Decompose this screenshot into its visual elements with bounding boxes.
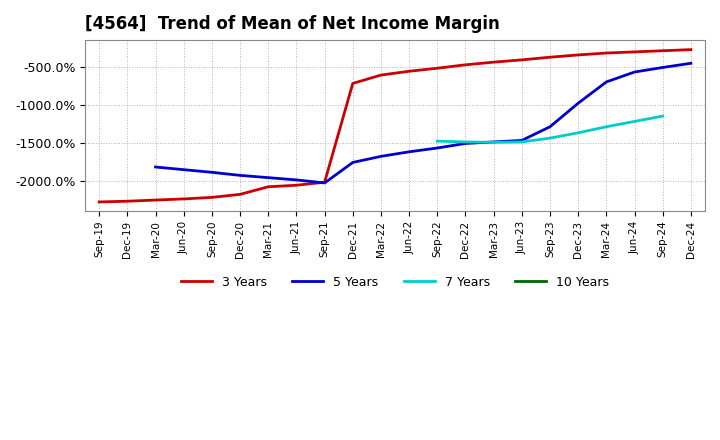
Legend: 3 Years, 5 Years, 7 Years, 10 Years: 3 Years, 5 Years, 7 Years, 10 Years xyxy=(176,271,614,294)
Text: [4564]  Trend of Mean of Net Income Margin: [4564] Trend of Mean of Net Income Margi… xyxy=(85,15,500,33)
